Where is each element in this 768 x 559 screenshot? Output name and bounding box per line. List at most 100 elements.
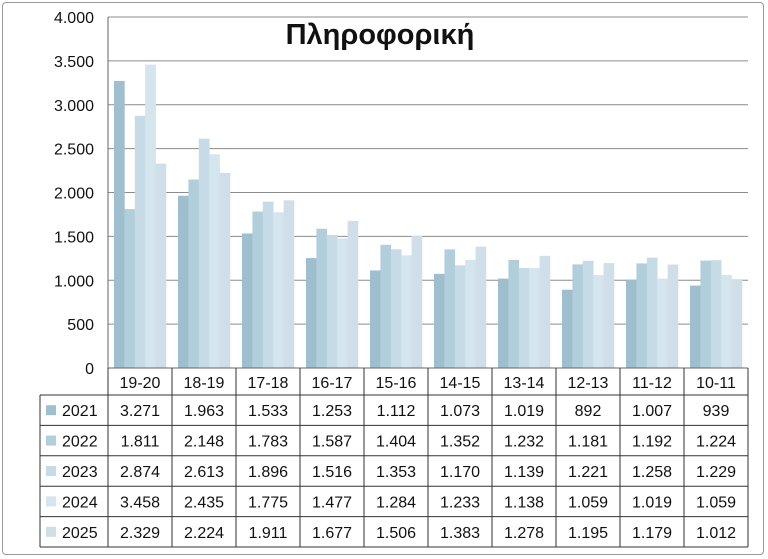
- data-label: 1.963: [184, 403, 224, 420]
- bar: [326, 234, 338, 368]
- bar: [380, 244, 392, 368]
- bar: [178, 195, 189, 368]
- data-label: 1.007: [632, 403, 672, 420]
- bar: [262, 201, 274, 368]
- data-label: 1.811: [121, 434, 160, 451]
- bar: [529, 268, 540, 368]
- data-label: 1.506: [376, 525, 416, 542]
- data-label: 3.458: [120, 494, 160, 511]
- data-label: 1.775: [248, 494, 288, 511]
- bar: [444, 249, 456, 368]
- data-label: 1.192: [632, 434, 672, 451]
- data-label: 1.477: [312, 494, 352, 511]
- bar: [337, 238, 348, 368]
- legend-label: 2021: [62, 403, 98, 420]
- data-label: 1.353: [376, 464, 416, 481]
- data-label: 2.148: [184, 434, 224, 451]
- data-label: 1.783: [248, 434, 288, 451]
- bar: [657, 278, 668, 368]
- x-tick-label: 19-20: [120, 375, 161, 392]
- bar: [667, 264, 679, 368]
- legend-swatch: [46, 435, 56, 446]
- x-tick-label: 13-14: [504, 375, 545, 392]
- data-label: 1.019: [632, 494, 672, 511]
- bar: [145, 64, 156, 369]
- data-label: 1.181: [568, 434, 608, 451]
- bar: [721, 275, 732, 368]
- bar: [155, 163, 167, 368]
- axes: 0 500 1.000 1.500 2.000 2.500 3.000 3.500 4.000: [54, 10, 748, 378]
- data-label: 1.221: [568, 464, 608, 481]
- data-label: 1.224: [696, 434, 736, 451]
- data-label: 2.329: [120, 525, 160, 542]
- bar: [242, 233, 253, 368]
- bar: [690, 285, 701, 368]
- data-label: 1.229: [696, 464, 736, 481]
- legend-swatch: [46, 466, 56, 476]
- y-tick-label: 2.500: [54, 142, 94, 159]
- bar: [209, 154, 220, 368]
- bar: [347, 220, 359, 368]
- bar: [219, 172, 231, 368]
- bar: [434, 273, 445, 368]
- data-label: 2.874: [120, 464, 160, 481]
- data-label: 1.012: [696, 525, 736, 542]
- bar: [646, 257, 658, 368]
- data-label: 1.278: [504, 525, 544, 542]
- data-label: 1.258: [632, 464, 672, 481]
- legend-swatch: [46, 405, 56, 416]
- data-label: 1.233: [440, 494, 480, 511]
- data-label: 1.073: [440, 403, 480, 420]
- bar: [306, 258, 317, 368]
- bar: [582, 260, 594, 368]
- data-label: 1.284: [376, 494, 416, 511]
- bar: [283, 200, 295, 368]
- data-label: 1.112: [377, 403, 416, 420]
- bar: [475, 246, 487, 368]
- bar: [508, 259, 520, 368]
- legend-label: 2023: [62, 464, 98, 481]
- data-label: 1.138: [504, 494, 544, 511]
- y-tick-label: 3.000: [54, 98, 94, 115]
- bar: [593, 275, 604, 368]
- bar: [188, 179, 200, 368]
- data-label: 2.613: [184, 464, 224, 481]
- data-label: 2.435: [184, 494, 224, 511]
- bar: [198, 138, 210, 368]
- y-tick-label: 4.000: [54, 10, 94, 27]
- bar: [454, 265, 466, 368]
- x-tick-label: 11-12: [632, 375, 672, 392]
- bar: [636, 263, 648, 368]
- x-tick-label: 15-16: [376, 375, 417, 392]
- data-label: 1.195: [568, 525, 608, 542]
- bar: [134, 115, 146, 368]
- x-tick-label: 10-11: [696, 375, 736, 392]
- bars: [114, 64, 743, 369]
- data-label: 1.059: [696, 494, 736, 511]
- legend-label: 2022: [62, 434, 98, 451]
- data-label: 1.533: [248, 403, 288, 420]
- data-label: 1.383: [440, 525, 480, 542]
- bar: [572, 264, 584, 368]
- bar: [273, 212, 284, 368]
- data-label: 1.896: [248, 464, 288, 481]
- data-label: 1.139: [504, 464, 544, 481]
- bar: [124, 209, 136, 368]
- data-label: 1.059: [568, 494, 608, 511]
- y-tick-label: 1.000: [54, 273, 94, 290]
- data-label: 3.271: [120, 403, 160, 420]
- data-label: 1.232: [504, 434, 544, 451]
- data-label: 1.352: [440, 434, 480, 451]
- data-label: 939: [703, 403, 730, 420]
- bar: [731, 279, 743, 368]
- x-tick-label: 14-15: [440, 375, 481, 392]
- data-table: 19-20 18-19 17-18 16-17 15-16 14-15 13-14 12-13…: [39, 368, 749, 548]
- bar: [370, 270, 381, 368]
- x-tick-label: 17-18: [248, 375, 289, 392]
- y-tick-label: 1.500: [54, 229, 94, 246]
- chart-title: Πληροφορική: [286, 19, 475, 51]
- data-label: 1.179: [632, 525, 672, 542]
- data-label: 1.404: [376, 434, 416, 451]
